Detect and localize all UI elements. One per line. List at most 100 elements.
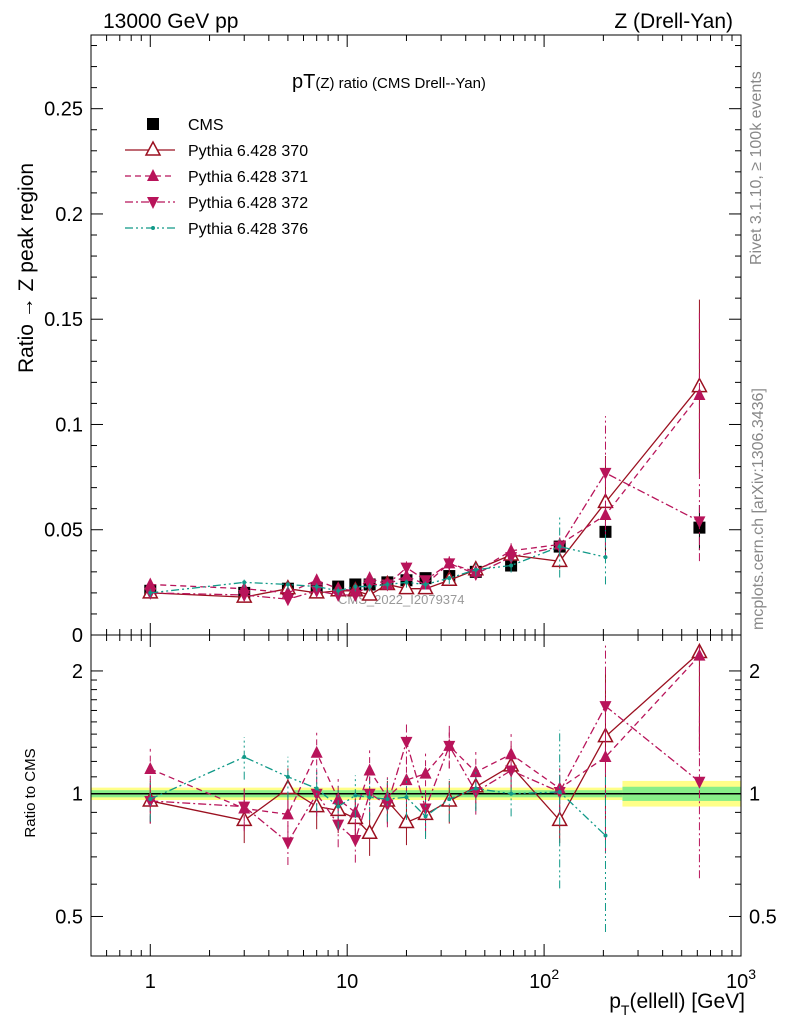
ratio-series-3-point (367, 795, 372, 800)
main-series-4-point (509, 563, 514, 568)
x-axis-label: pT(ellell) [GeV] (609, 990, 745, 1018)
ratio-series-3-line (150, 756, 606, 836)
ratio-series-0-point (398, 812, 415, 829)
x-tick-label-exp: 2 (551, 966, 559, 982)
main-series-3-point (310, 585, 323, 598)
ratio-series-3-point (509, 791, 514, 796)
ratio-series-2-point (505, 765, 518, 778)
main-series-4-point (242, 580, 247, 585)
ratio-series-2-point (693, 776, 706, 789)
ratio-series-0-point (361, 823, 378, 839)
ratio-series-1-point (400, 773, 413, 786)
rivet-version-text: Rivet 3.1.10, ≥ 100k events (748, 71, 765, 265)
ratio-series-3-point (242, 755, 247, 760)
y-tick-label: 0.25 (44, 99, 83, 121)
ratio-series-2-point (400, 736, 413, 749)
legend-label-2: Pythia 6.428 371 (188, 169, 308, 186)
ratio-series-2-line (150, 705, 700, 844)
main-series-4-point (473, 567, 478, 572)
ratio-series-1-point (469, 765, 482, 778)
x-tick-label-exp: 3 (748, 966, 756, 982)
main-series-4-point (285, 582, 290, 587)
legend: CMS Pythia 6.428 370 Pythia 6.428 371 Pythi… (125, 117, 308, 238)
main-panel: 0 0.05 0.1 0.15 0.2 0.25 (44, 34, 742, 647)
main-series-4-point (353, 584, 358, 589)
main-series-3-point (693, 516, 706, 529)
main-chart-title: pT(Z) ratio (CMS Drell--Yan) (292, 71, 486, 93)
x-axis-label-rest: (ellell) [GeV] (629, 990, 745, 1013)
ratio-y-tick-label: 2 (72, 661, 83, 683)
x-tick-label-base: 10 (529, 971, 551, 993)
ratio-series-1-point (419, 766, 432, 779)
ratio-series-3-point (385, 797, 390, 802)
main-series-3-point (281, 594, 294, 607)
legend-marker-4 (151, 226, 155, 230)
y-tick-label: 0 (72, 625, 83, 647)
x-tick-label: 102 (529, 966, 559, 993)
ratio-series-3-point (353, 793, 358, 798)
main-series-2-point (599, 508, 612, 520)
ratio-y-tick-label-right: 1 (749, 784, 760, 806)
main-series-4-point (385, 582, 390, 587)
ratio-y-tick-label-right: 0.5 (749, 906, 777, 928)
main-series-4-point (336, 588, 341, 593)
ratio-series-2-point (238, 801, 251, 814)
x-tick-label: 1 (145, 971, 156, 993)
ratio-series-3-point (404, 795, 409, 800)
main-series-4-point (367, 584, 372, 589)
ratio-series-3-point (423, 814, 428, 819)
main-series-3-line (150, 472, 700, 600)
main-series-3-point (443, 558, 456, 571)
ratio-series-2-point (281, 837, 294, 850)
main-series-2-point (400, 569, 413, 582)
ratio-series-2-point (599, 701, 612, 714)
x-tick-label-base: 10 (726, 971, 748, 993)
main-series-3-point (349, 590, 362, 602)
main-title-main: pT (292, 71, 315, 93)
header-right-label: Z (Drell-Yan) (614, 10, 733, 33)
legend-label-4: Pythia 6.428 376 (188, 221, 308, 238)
ratio-series-3-point (473, 786, 478, 791)
ratio-series-3-point (314, 786, 319, 791)
x-tick-label: 103 (726, 966, 756, 993)
ratio-series-1-line (150, 655, 700, 816)
ratio-series-1-point (144, 761, 157, 774)
main-series-4-point (447, 576, 452, 581)
y-tick-label: 0.05 (44, 520, 83, 542)
ratio-series-1-point (599, 750, 612, 763)
main-series-3-point (400, 562, 413, 575)
main-series-3-point (419, 575, 432, 588)
ratio-series-1-point (310, 745, 323, 758)
ratio-series-2-point (443, 740, 456, 753)
legend-label-0: CMS (188, 117, 224, 134)
main-series-2-line (150, 394, 700, 594)
ratio-series-2-point (144, 795, 157, 808)
main-series-4-point (404, 580, 409, 585)
header-left-label: 13000 GeV pp (103, 10, 238, 33)
ratio-series-3-point (557, 789, 562, 794)
legend-marker-1 (144, 140, 162, 156)
legend-label-3: Pythia 6.428 372 (188, 195, 308, 212)
ratio-frame (90, 634, 742, 957)
legend-marker-3 (147, 197, 159, 209)
main-series-1-point (361, 585, 378, 601)
legend-marker-2 (147, 169, 159, 181)
mcplots-reference-text: mcplots.cern.ch [arXiv:1306.3436] (750, 388, 767, 630)
main-series-4-point (148, 590, 153, 595)
main-series-3-point (238, 590, 251, 602)
ratio-series-1-point (281, 807, 294, 820)
ratio-series-3-point (603, 833, 608, 838)
x-axis-label-sub: T (621, 1002, 630, 1018)
main-series-2-point (144, 577, 157, 590)
ratio-y-axis-label: Ratio to CMS (22, 748, 39, 837)
ratio-series-3-point (148, 797, 153, 802)
y-tick-label: 0.15 (44, 309, 83, 331)
ratio-series-3-point (285, 774, 290, 779)
ratio-series-1-point (363, 763, 376, 776)
main-series-4-point (423, 582, 428, 587)
ratio-series-2-point (349, 835, 362, 848)
legend-label-1: Pythia 6.428 370 (188, 143, 308, 160)
y-tick-label: 0.2 (55, 204, 83, 226)
